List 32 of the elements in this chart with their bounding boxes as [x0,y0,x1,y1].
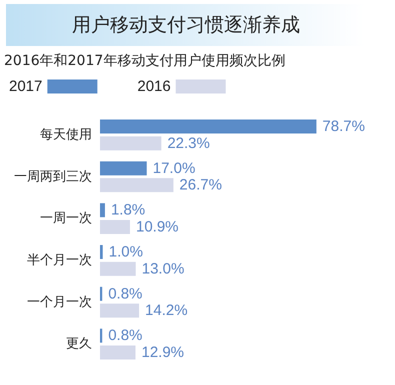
bar [100,304,140,318]
y-tick-label: 更久 [66,336,92,352]
data-label: 22.3% [167,134,210,152]
y-tick-label: 一周两到三次 [14,169,92,184]
y-tick-label: 一个月一次 [27,294,92,310]
bar [100,220,130,234]
data-label: 13.0% [142,260,184,278]
bar [100,161,147,176]
bar [100,178,174,192]
data-label: 26.7% [179,176,222,194]
bar [100,120,316,134]
bar [100,345,136,360]
data-label: 0.8% [108,327,142,344]
bar [100,245,103,260]
y-tick-label: 一周一次 [40,211,92,226]
data-label: 10.9% [136,218,179,236]
y-tick-label: 半个月一次 [27,252,92,268]
bar [100,203,105,218]
legend-label: 2016 [137,78,171,95]
data-label: 14.2% [145,302,188,320]
bar [100,136,162,150]
legend-label: 2017 [8,78,42,95]
bar [100,262,136,276]
data-label: 0.8% [108,285,142,302]
data-label: 78.7% [322,118,365,136]
chart-title: 用户移动支付习惯逐渐养成 [6,4,366,46]
data-label: 17.0% [152,160,196,177]
data-label: 1.0% [108,244,143,261]
y-tick-label: 每天使用 [40,127,92,142]
data-label: 1.8% [110,202,146,219]
data-label: 12.9% [141,344,184,361]
chart-subtitle: 2016年和2017年移动支付用户使用频次比例 [4,52,286,71]
